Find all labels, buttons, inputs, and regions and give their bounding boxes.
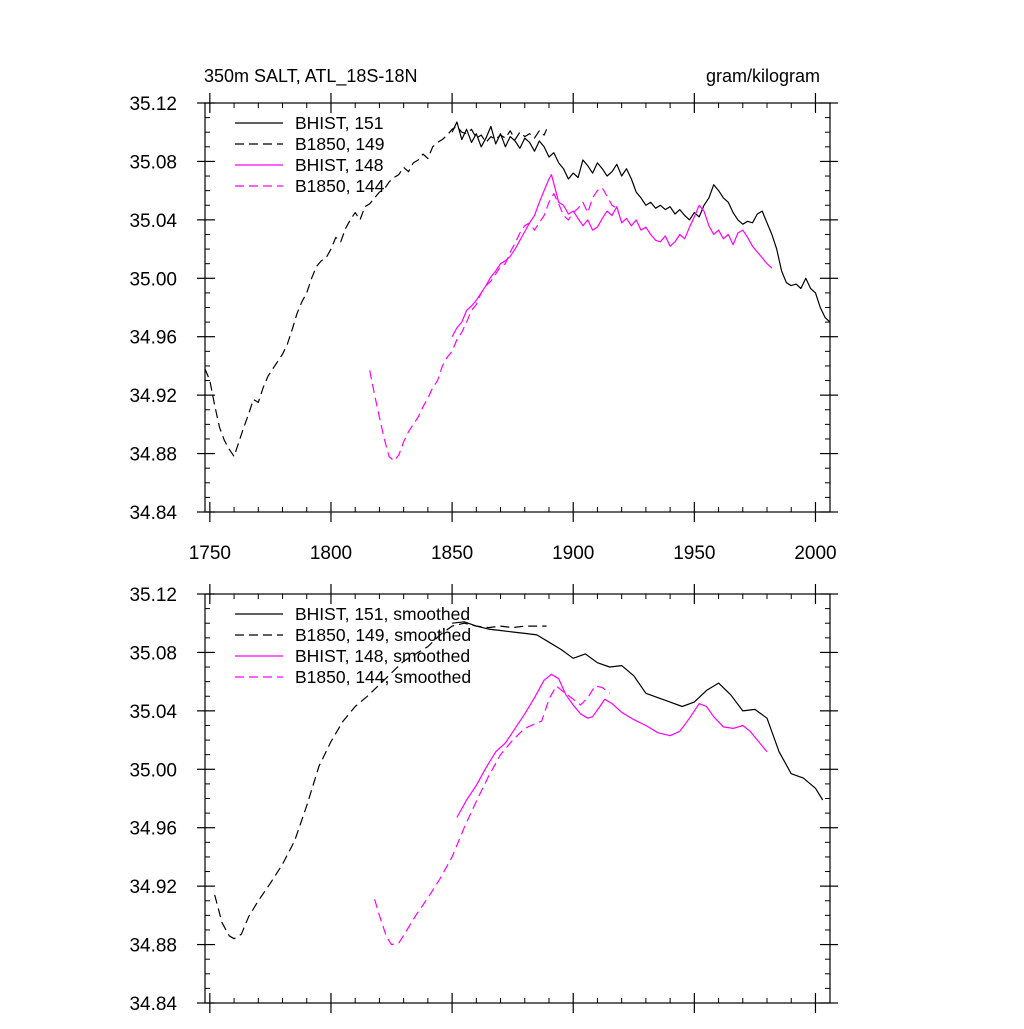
series-line xyxy=(451,174,773,337)
y-tick-label: 35.04 xyxy=(129,211,177,232)
series-line xyxy=(452,621,824,801)
y-tick-label: 35.00 xyxy=(129,760,177,781)
series-line xyxy=(456,673,768,818)
y-tick-label: 34.88 xyxy=(129,936,177,957)
y-tick-label: 35.12 xyxy=(129,94,177,115)
series-line xyxy=(451,121,831,323)
y-tick-label: 35.04 xyxy=(129,702,177,723)
y-tick-label: 34.92 xyxy=(129,877,177,898)
y-tick-label: 35.08 xyxy=(129,643,177,664)
legend-label: B1850, 149, smoothed xyxy=(295,625,471,645)
series-line xyxy=(369,187,618,462)
bottom-panel: 34.84 34.88 34.92 34.96 35.00 35.04 35.08 35.12… xyxy=(129,584,838,1015)
legend-label: BHIST, 148, smoothed xyxy=(295,646,470,666)
units-label: gram/kilogram xyxy=(706,66,820,86)
x-tick-label: 1950 xyxy=(673,543,715,564)
y-tick-label: 34.92 xyxy=(129,386,177,407)
chart-title: 350m SALT, ATL_18S-18N xyxy=(204,66,417,87)
top-panel: 350m SALT, ATL_18S-18N gram/kilogram 175… xyxy=(129,66,838,564)
legend-label: B1850, 144, smoothed xyxy=(295,667,471,687)
legend-label: BHIST, 151 xyxy=(295,113,384,133)
y-tick-label: 34.84 xyxy=(129,503,177,524)
y-tick-label: 35.12 xyxy=(129,585,177,606)
legend-label: BHIST, 148 xyxy=(295,155,384,175)
series-line xyxy=(374,685,610,946)
y-tick-label: 34.96 xyxy=(129,819,177,840)
y-tick-label: 34.96 xyxy=(129,328,177,349)
y-tick-label: 34.84 xyxy=(129,994,177,1015)
legend-label: B1850, 149 xyxy=(295,134,385,154)
x-tick-label: 1900 xyxy=(552,543,594,564)
x-tick-label: 1750 xyxy=(189,543,231,564)
y-tick-label: 35.00 xyxy=(129,269,177,290)
legend-label: B1850, 144 xyxy=(295,176,385,196)
legend-label: BHIST, 151, smoothed xyxy=(295,604,470,624)
series-line xyxy=(214,622,547,940)
x-tick-label: 1800 xyxy=(310,543,352,564)
x-tick-label: 1850 xyxy=(431,543,473,564)
y-tick-label: 35.08 xyxy=(129,152,177,173)
series-line xyxy=(204,125,548,458)
y-tick-label: 34.88 xyxy=(129,445,177,466)
x-tick-label: 2000 xyxy=(794,543,836,564)
